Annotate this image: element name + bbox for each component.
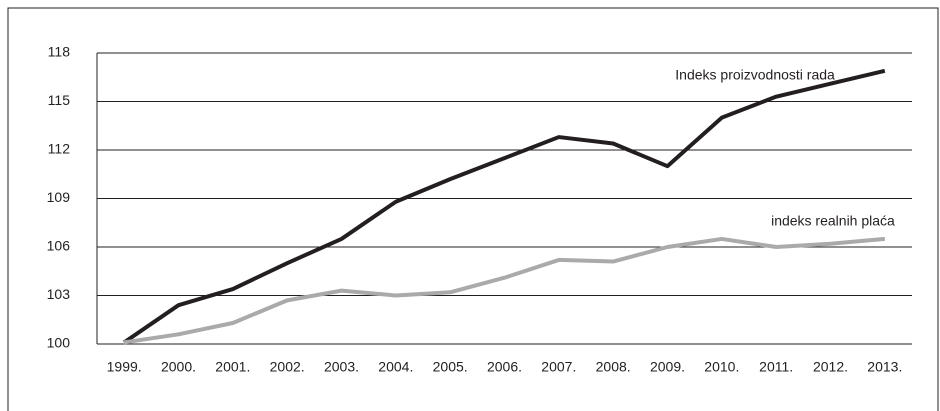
x-tick-label: 2004. — [378, 359, 413, 375]
x-tick-label: 2005. — [433, 359, 468, 375]
y-tick-label: 118 — [48, 44, 71, 60]
x-tick-label: 2010. — [704, 359, 739, 375]
y-tick-label: 115 — [48, 92, 71, 108]
x-tick-label: 2013. — [867, 359, 902, 375]
y-tick-label: 109 — [47, 189, 71, 205]
y-tick-label: 103 — [47, 286, 71, 302]
series-label: indeks realnih plaća — [771, 213, 895, 229]
series-label: Indeks proizvodnosti rada — [675, 67, 835, 83]
y-tick-label: 100 — [47, 335, 71, 351]
x-tick-label: 2007. — [541, 359, 576, 375]
line-series — [123, 236, 886, 345]
y-tick-label: 112 — [48, 141, 71, 157]
x-tick-label: 2003. — [324, 359, 359, 375]
x-tick-label: 2000. — [161, 359, 196, 375]
x-tick-label: 2011. — [759, 359, 793, 375]
chart-border — [7, 7, 939, 411]
line-series — [123, 68, 886, 345]
x-tick-label: 2002. — [270, 359, 305, 375]
x-tick-label: 2006. — [487, 359, 522, 375]
x-tick-label: 2001. — [215, 359, 250, 375]
x-tick-label: 2009. — [650, 359, 685, 375]
x-tick-label: 1999. — [107, 359, 142, 375]
y-tick-label: 106 — [47, 238, 71, 254]
x-tick-label: 2012. — [813, 359, 848, 375]
x-tick-label: 2008. — [596, 359, 631, 375]
